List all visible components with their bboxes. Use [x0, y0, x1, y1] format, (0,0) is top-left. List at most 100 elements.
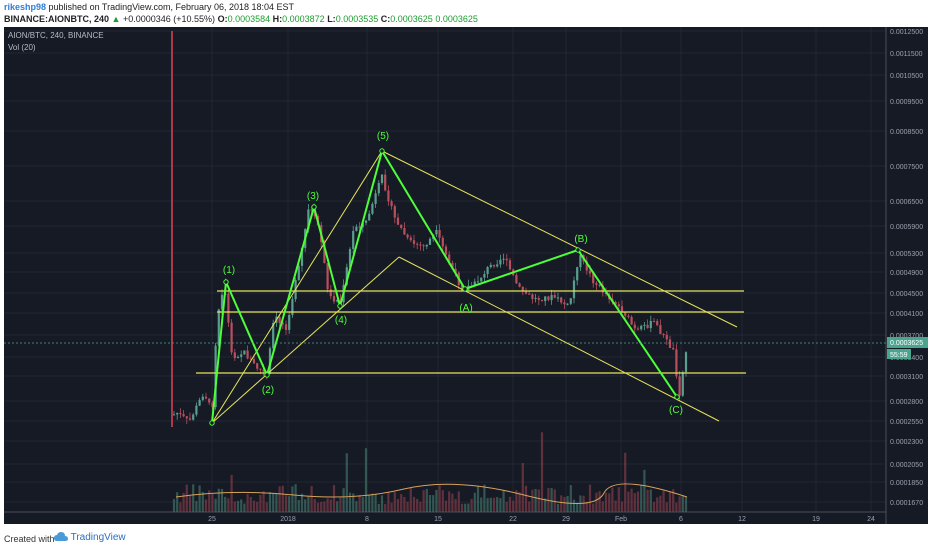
candle-body: [636, 328, 640, 330]
publish-line: rikeshp98 published on TradingView.com, …: [4, 2, 294, 12]
chart-area[interactable]: 0.0012500 0.0011500 0.0010500 0.0009500 0.00…: [4, 27, 928, 524]
volume-bar: [288, 496, 291, 512]
candle-body: [572, 280, 576, 299]
candle-body: [230, 322, 233, 353]
candle-body: [348, 249, 352, 268]
volume-bar: [422, 490, 425, 512]
candle-body: [272, 322, 275, 349]
candle-body: [652, 320, 656, 322]
candle-body: [528, 293, 531, 295]
volume-bar: [499, 498, 502, 512]
current-price-label: 0.0003625: [890, 340, 923, 347]
close-label: C:: [380, 14, 391, 24]
open-value: 0.0003584: [227, 14, 271, 24]
candle-body: [329, 289, 332, 297]
footer: Created with TradingView: [0, 526, 932, 550]
candle-body: [556, 297, 560, 299]
wave-label: (4): [335, 315, 347, 326]
volume-bar: [476, 486, 480, 512]
volume-bar: [624, 452, 627, 512]
candle-body: [214, 345, 217, 408]
volume-bar: [297, 499, 300, 512]
volume-bar: [566, 496, 569, 512]
volume-bar: [323, 501, 326, 512]
volume-bar: [230, 474, 233, 512]
candle-body: [425, 244, 428, 247]
volume-bar: [342, 488, 345, 512]
volume-bar: [496, 497, 499, 512]
chart-svg[interactable]: 0.0012500 0.0011500 0.0010500 0.0009500 0.00…: [4, 27, 928, 524]
ohlc-line: BINANCE:AIONBTC, 240 ▲ +0.0000346 (+10.5…: [4, 14, 478, 24]
volume-bar: [313, 498, 316, 512]
candle-body: [672, 347, 675, 350]
elliott-wave-line: [211, 148, 678, 424]
candle-body: [192, 414, 195, 420]
wave-point: [379, 148, 385, 154]
candle-body: [560, 297, 563, 303]
y-tick-label: 0.0004100: [890, 311, 923, 318]
y-tick-label: 0.0002300: [890, 439, 923, 446]
candle-body: [515, 275, 518, 284]
volume-bar: [179, 502, 182, 512]
volume-bar: [236, 500, 240, 512]
candle-body: [332, 296, 336, 302]
volume-bar: [630, 488, 633, 512]
candle-body: [406, 234, 409, 238]
volume-bar: [608, 493, 611, 512]
volume-bar: [416, 498, 419, 512]
candle-body: [521, 286, 524, 292]
wave-point: [264, 372, 270, 378]
volume-bar: [387, 492, 390, 512]
candle-body: [416, 243, 419, 245]
x-tick-label: 22: [509, 516, 517, 523]
candle-body: [252, 359, 256, 364]
y-tick-label: 0.0002050: [890, 462, 923, 469]
candle-body: [172, 414, 176, 416]
low-value: 0.0003535: [335, 14, 379, 24]
candle-body: [198, 399, 201, 406]
candle-body: [236, 356, 240, 359]
volume-bar: [572, 499, 576, 512]
candle-body: [588, 270, 592, 274]
y-tick-label: 0.0007500: [890, 164, 923, 171]
candle-body: [633, 324, 636, 329]
volume-bar: [374, 494, 377, 512]
volume-bar: [281, 485, 284, 512]
volume-bar: [214, 498, 217, 512]
tradingview-logo[interactable]: TradingView: [54, 532, 126, 543]
volume-bar: [272, 493, 275, 512]
wave-label: (A): [459, 303, 472, 314]
volume-bar: [400, 494, 403, 512]
volume-bar: [198, 485, 201, 512]
volume-bar: [348, 492, 352, 512]
candle-body: [278, 316, 281, 323]
volume-bar: [172, 499, 176, 512]
volume-bar: [684, 497, 688, 512]
change-value: +0.0000346 (+10.55%): [122, 14, 216, 24]
brand-text: TradingView: [70, 532, 126, 543]
volume-bar: [435, 489, 438, 512]
volume-bar: [518, 492, 521, 512]
volume-bar: [182, 492, 185, 512]
volume-bar: [310, 486, 313, 512]
y-tick-label: 0.0003700: [890, 333, 923, 340]
candle-body: [576, 267, 579, 281]
candle-body: [656, 321, 659, 326]
volume-bar: [316, 502, 320, 512]
volume-bar: [438, 485, 441, 512]
volume-bar: [371, 493, 374, 512]
wave-label: (5): [377, 131, 389, 142]
x-tick-label: 12: [738, 516, 746, 523]
wave-label: (3): [307, 191, 319, 202]
candle-body: [553, 294, 556, 298]
candle-body: [531, 294, 534, 299]
volume-bar: [451, 493, 454, 512]
symbol-legend: AION/BTC, 240, BINANCE: [8, 31, 104, 40]
candle-body: [291, 299, 294, 316]
volume-bar: [300, 493, 304, 512]
volume-bar: [534, 488, 537, 512]
wave-label: (B): [574, 234, 587, 245]
created-with-text: Created with: [4, 534, 55, 544]
symbol-label: BINANCE:AIONBTC, 240: [4, 14, 110, 24]
author-link[interactable]: rikeshp98: [4, 2, 47, 12]
